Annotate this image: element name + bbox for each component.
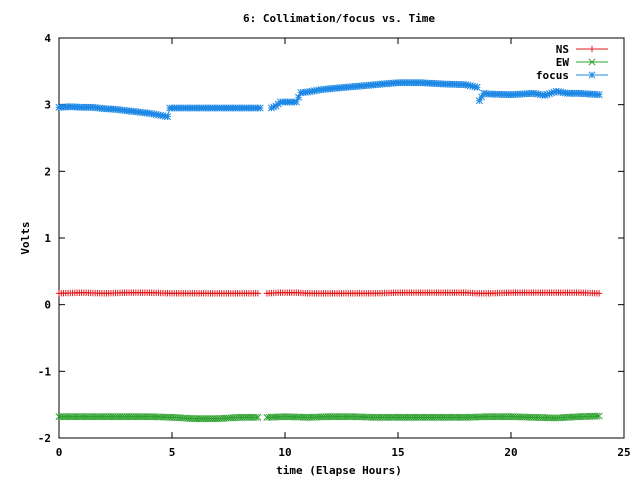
plot-area: -2 -1 0 1 2 3 4 0 5 10 15 20 25 <box>38 32 631 459</box>
y-tick-label: 3 <box>44 99 51 112</box>
chart-title: 6: Collimation/focus vs. Time <box>243 12 435 25</box>
data-point-focus <box>256 104 264 112</box>
y-axis-label: Volts <box>19 221 32 254</box>
y-tick-label: 2 <box>44 165 51 178</box>
data-point-ew-stroke <box>252 413 260 421</box>
legend-item-focus: focus <box>536 69 608 82</box>
legend-label: focus <box>536 69 569 82</box>
data-point-ew <box>593 412 601 420</box>
legend-label: NS <box>556 43 569 56</box>
legend-item-ns: NS <box>556 43 608 56</box>
series-focus <box>55 79 603 121</box>
x-tick-label: 10 <box>278 446 291 459</box>
data-point-ew <box>595 412 603 420</box>
data-point-ew <box>254 413 262 421</box>
legend-marker <box>588 45 596 53</box>
data-point-focus <box>595 91 603 99</box>
legend-marker <box>588 71 596 79</box>
data-point-focus-stroke <box>163 113 172 121</box>
data-point-focus <box>163 113 172 121</box>
data-point-focus-stroke <box>595 91 603 99</box>
data-point-ns <box>595 290 603 297</box>
y-tick-label: -1 <box>38 365 52 378</box>
legend-label: EW <box>556 56 570 69</box>
x-axis-label: time (Elapse Hours) <box>276 464 402 477</box>
data-point-ew-stroke <box>593 412 601 420</box>
y-tick-label: 0 <box>44 299 51 312</box>
x-tick-label: 0 <box>56 446 63 459</box>
y-tick-label: 4 <box>44 32 51 45</box>
legend-marker <box>588 58 596 66</box>
data-point-focus <box>473 83 481 91</box>
plot-frame <box>58 37 625 439</box>
x-tick-label: 5 <box>169 446 176 459</box>
data-point-ns <box>254 290 262 297</box>
x-tick-label: 20 <box>504 446 517 459</box>
legend-marker-stroke <box>588 71 596 79</box>
x-tick-label: 25 <box>617 446 630 459</box>
data-point-focus-stroke <box>256 104 264 112</box>
data-point-focus-stroke <box>473 83 481 91</box>
data-point-ew-stroke <box>254 413 262 421</box>
series-ew <box>55 412 603 423</box>
y-tick-label: 1 <box>44 232 51 245</box>
data-point-ew <box>252 413 260 421</box>
legend-marker-stroke <box>588 58 596 66</box>
legend-item-ew: EW <box>556 56 608 69</box>
y-tick-label: -2 <box>38 432 51 445</box>
series-ns <box>55 289 603 297</box>
data-point-ew-stroke <box>595 412 603 420</box>
x-tick-label: 15 <box>391 446 404 459</box>
